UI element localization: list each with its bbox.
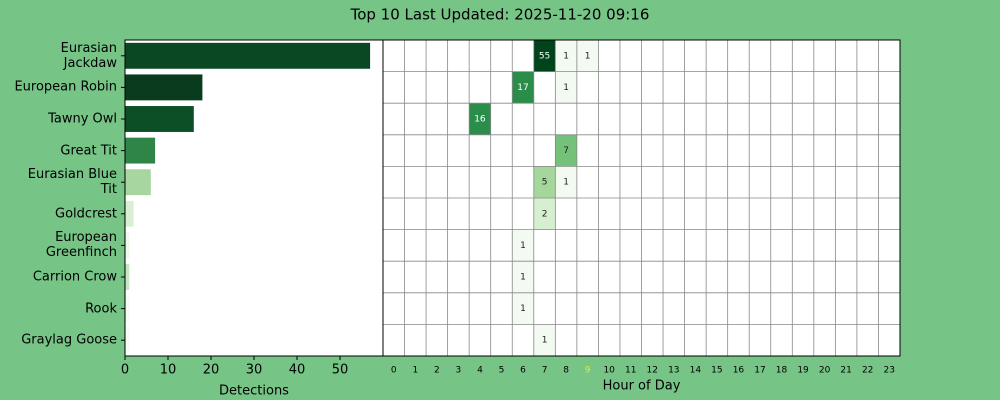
x-tick-label: 14: [690, 366, 702, 376]
y-tick-label: Tawny Owl: [48, 111, 117, 127]
x-tick-label: 20: [203, 363, 220, 378]
x-tick-label: 0: [121, 363, 129, 378]
x-tick-label: 8: [563, 366, 569, 376]
x-tick-label: 19: [797, 366, 809, 376]
cell-label: 1: [563, 178, 569, 188]
x-tick-label: 7: [542, 366, 548, 376]
x-tick-label: 4: [477, 366, 483, 376]
cell-label: 55: [539, 51, 550, 61]
y-tick-label: Eurasian Blue Tit: [27, 167, 117, 198]
heat-cell: [512, 261, 534, 293]
x-tick-label: 10: [160, 363, 177, 378]
x-tick-label: 15: [711, 366, 722, 376]
x-tick-label: 22: [862, 366, 873, 376]
x-tick-label: 21: [840, 366, 851, 376]
x-tick-label: 23: [884, 366, 895, 376]
y-tick-label: Rook: [85, 301, 117, 317]
bar: [125, 137, 156, 164]
x-tick-label: 16: [733, 366, 745, 376]
heat-cell: [533, 198, 556, 230]
y-tick-label: Goldcrest: [55, 206, 117, 222]
x-tick-label: 11: [625, 366, 636, 376]
x-tick-label: 20: [819, 366, 831, 376]
cell-label: 1: [520, 241, 526, 251]
x-tick-label: 10: [603, 366, 615, 376]
heat-cell: [469, 103, 491, 135]
x-tick-label: 3: [456, 366, 462, 376]
x-tick-label: 6: [520, 366, 526, 376]
cell-label: 1: [563, 51, 569, 61]
x-tick-label: 1: [412, 366, 418, 376]
bar: [125, 327, 130, 354]
bar: [125, 200, 134, 227]
x-tick-label: 0: [391, 366, 397, 376]
cell-label: 16: [474, 115, 486, 125]
bar: [125, 264, 130, 290]
y-tick-label: Graylag Goose: [21, 332, 117, 348]
frame: [382, 39, 901, 357]
bar: [125, 106, 194, 132]
heat-cell: [576, 40, 599, 72]
y-tick-label: Eurasian Jackdaw: [60, 40, 117, 71]
cell-label: 2: [542, 209, 548, 219]
y-tick-label: Carrion Crow: [32, 269, 117, 285]
x-tick-label: 50: [332, 363, 349, 378]
x-tick-label: 18: [776, 366, 788, 376]
x-tick-label: 12: [647, 366, 658, 376]
y-tick-label: Great Tit: [60, 143, 117, 159]
cell-label: 7: [563, 146, 569, 156]
cell-label: 1: [520, 304, 526, 314]
heat-cell: [555, 134, 577, 167]
x-tick-label: 40: [289, 363, 306, 378]
y-tick-label: European Greenfinch: [45, 230, 117, 261]
x-tick-label: 2: [434, 366, 440, 376]
cell-label: 1: [542, 336, 548, 346]
cell-label: 1: [585, 51, 591, 61]
x-tick-label: 9: [585, 366, 591, 376]
heat-cell: [555, 166, 577, 198]
cell-label: 1: [563, 83, 569, 93]
heat-cell: [533, 40, 556, 72]
heat-cell: [512, 71, 534, 104]
heat-cell: [512, 229, 534, 262]
bar: [125, 42, 371, 69]
heat-cell: [555, 40, 577, 72]
x-tick-label: 30: [246, 363, 263, 378]
heat-cell: [555, 71, 577, 104]
heat-cell: [533, 166, 556, 198]
bar: [125, 169, 151, 196]
cell-label: 5: [542, 178, 548, 188]
cell-label: 17: [517, 83, 528, 93]
bar: [125, 295, 130, 322]
x-tick-label: 5: [499, 366, 505, 376]
bar: [125, 74, 203, 101]
x-tick-label: 13: [668, 366, 679, 376]
x-axis-label: Detections: [219, 384, 289, 399]
chart-title: Top 10 Last Updated: 2025-11-20 09:16: [350, 6, 650, 24]
cell-label: 1: [520, 273, 526, 283]
bar: [125, 232, 130, 259]
x-axis-label: Hour of Day: [603, 379, 681, 394]
heat-cell: [533, 324, 556, 356]
x-tick-label: 17: [754, 366, 765, 376]
y-tick-label: European Robin: [14, 79, 117, 95]
heat-cell: [512, 292, 534, 325]
